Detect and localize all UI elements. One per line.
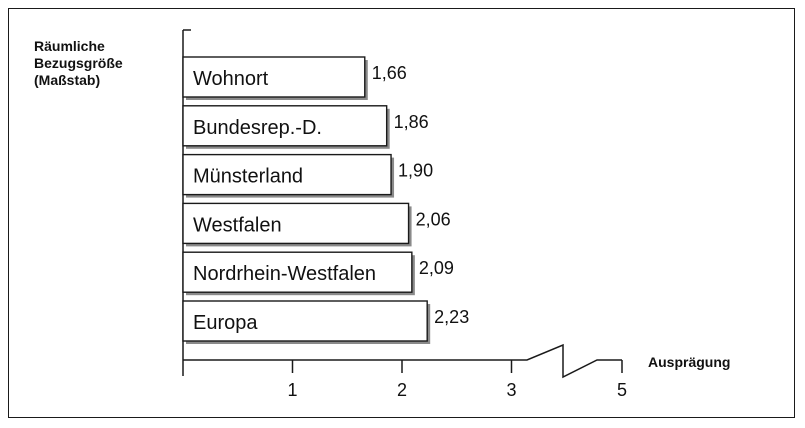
bar-category-label-4: Nordrhein-Westfalen — [193, 263, 376, 285]
bar-category-label-5: Europa — [193, 312, 258, 334]
x-axis-label: Ausprägung — [648, 354, 731, 370]
bar-value-label-5: 2,23 — [434, 307, 469, 327]
x-tick-label-2: 2 — [397, 380, 407, 400]
bar-category-label-3: Westfalen — [193, 214, 282, 236]
bar-value-label-0: 1,66 — [372, 63, 407, 83]
bar-0 — [182, 56, 366, 98]
y-axis-label-line-1: Räumliche — [34, 38, 105, 54]
y-axis-label-line-2: Bezugsgröße — [34, 55, 123, 71]
x-tick-label-3: 3 — [506, 380, 516, 400]
bar-category-label-0: Wohnort — [193, 68, 269, 90]
bar-3 — [182, 202, 410, 245]
bar-value-label-1: 1,86 — [394, 112, 429, 132]
bar-4 — [182, 251, 413, 293]
bar-category-label-1: Bundesrep.-D. — [193, 117, 322, 139]
x-axis-line-with-break — [183, 343, 622, 379]
bar-2 — [182, 153, 392, 196]
x-tick-label-5: 5 — [617, 380, 627, 400]
bar-value-label-4: 2,09 — [419, 258, 454, 278]
bar-value-label-3: 2,06 — [416, 209, 451, 229]
bar-1 — [182, 105, 388, 147]
bar-value-label-2: 1,90 — [398, 161, 433, 181]
bar-category-label-2: Münsterland — [193, 166, 303, 188]
x-tick-label-1: 1 — [287, 380, 297, 400]
bar-5 — [182, 300, 428, 342]
y-axis-label-line-3: (Maßstab) — [34, 72, 101, 88]
